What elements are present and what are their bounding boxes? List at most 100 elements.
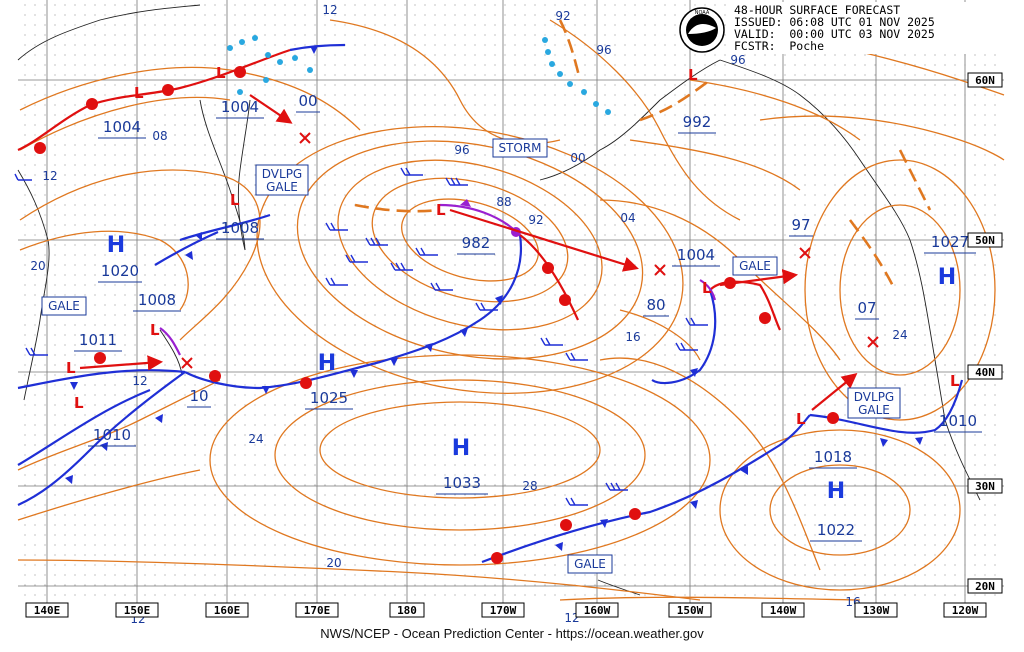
svg-text:96: 96 — [596, 43, 611, 57]
high-letter: H — [318, 351, 336, 376]
low-pressure-label: 1018 — [814, 448, 852, 466]
high-pressure-label: 1033 — [443, 474, 481, 492]
svg-text:24: 24 — [248, 432, 263, 446]
low-pressure-label: 1011 — [79, 331, 117, 349]
svg-text:130W: 130W — [863, 604, 890, 617]
svg-text:NOAA: NOAA — [695, 10, 710, 16]
svg-text:160E: 160E — [214, 604, 241, 617]
svg-text:L: L — [950, 372, 960, 390]
high-letter: H — [938, 265, 956, 290]
svg-text:180: 180 — [397, 604, 417, 617]
header-box — [731, 2, 999, 54]
svg-text:12: 12 — [42, 169, 57, 183]
developing-gale-warning: DVLPG — [262, 167, 302, 181]
forecast-pressure-label: 80 — [646, 296, 665, 314]
svg-text:92: 92 — [528, 213, 543, 227]
svg-text:20N: 20N — [975, 580, 995, 593]
svg-text:L: L — [216, 64, 226, 82]
high-letter: H — [107, 233, 125, 258]
forecast-pressure-label: 97 — [791, 216, 810, 234]
pressure-underlines — [74, 111, 982, 542]
svg-text:08: 08 — [152, 129, 167, 143]
forecast-header: 48-HOUR SURFACE FORECAST ISSUED: 06:08 UT… — [734, 4, 994, 52]
forecast-pressure-label: 10 — [189, 387, 208, 405]
svg-text:160W: 160W — [584, 604, 611, 617]
high-pressure-label: 1020 — [101, 262, 139, 280]
svg-text:170W: 170W — [490, 604, 517, 617]
svg-text:140E: 140E — [34, 604, 61, 617]
low-pressure-label: 992 — [683, 113, 712, 131]
svg-text:150W: 150W — [677, 604, 704, 617]
svg-text:L: L — [796, 410, 806, 428]
svg-text:96: 96 — [454, 143, 469, 157]
high-letter: H — [452, 436, 470, 461]
svg-text:28: 28 — [522, 479, 537, 493]
svg-text:170E: 170E — [304, 604, 331, 617]
svg-text:30N: 30N — [975, 480, 995, 493]
forecast-x-marks — [181, 132, 879, 369]
low-centers: LLL LLL LLL LL — [66, 64, 960, 428]
coastlines — [17, 4, 981, 596]
gale-warning: GALE — [48, 299, 80, 313]
noaa-logo-icon: NOAA — [679, 7, 725, 53]
high-letter: H — [827, 479, 845, 504]
low-pressure-label: 1004 — [221, 98, 259, 116]
svg-text:88: 88 — [496, 195, 511, 209]
high-pressure-label: 1022 — [817, 521, 855, 539]
svg-text:16: 16 — [625, 330, 640, 344]
svg-text:60N: 60N — [975, 74, 995, 87]
cold-front-main — [184, 234, 522, 390]
high-pressure-label: 1025 — [310, 389, 348, 407]
issued-time: ISSUED: 06:08 UTC 01 NOV 2025 — [734, 15, 935, 29]
low-tracks — [79, 94, 858, 411]
forecaster: FCSTR: Poche — [734, 39, 825, 53]
developing-gale-warning: GALE — [858, 403, 890, 417]
svg-text:20: 20 — [30, 259, 45, 273]
low-pressure-label: 1010 — [93, 426, 131, 444]
svg-text:140W: 140W — [770, 604, 797, 617]
low-pressure-label: 1004 — [677, 246, 715, 264]
svg-text:L: L — [688, 66, 698, 84]
pressure-labels: 1020 1025 1033 1022 1027 1004 1004 1008 … — [79, 92, 977, 539]
svg-text:L: L — [702, 279, 712, 297]
svg-text:L: L — [436, 201, 446, 219]
svg-text:04: 04 — [620, 211, 635, 225]
fronts — [17, 19, 964, 564]
svg-text:150E: 150E — [124, 604, 151, 617]
developing-gale-warning: GALE — [266, 180, 298, 194]
latitude-labels: 60N 50N 40N 30N 20N — [967, 72, 1003, 594]
high-pressure-label: 1027 — [931, 233, 969, 251]
footer-credit: NWS/NCEP - Ocean Prediction Center - htt… — [320, 626, 704, 641]
isobar-values: 12 92 96 08 12 96 88 92 00 04 20 16 12 2… — [30, 3, 907, 626]
svg-text:12: 12 — [322, 3, 337, 17]
svg-text:24: 24 — [892, 328, 907, 342]
svg-text:20: 20 — [326, 556, 341, 570]
svg-text:120W: 120W — [952, 604, 979, 617]
svg-text:40N: 40N — [975, 366, 995, 379]
front-symbols — [34, 46, 923, 564]
forecast-pressure-label: 00 — [298, 92, 317, 110]
ocean-background — [18, 0, 1004, 604]
wind-barbs — [14, 167, 708, 506]
low-pressure-label: 1008 — [221, 219, 259, 237]
svg-text:L: L — [66, 359, 76, 377]
low-pressure-label: 982 — [462, 234, 491, 252]
svg-text:L: L — [74, 394, 84, 412]
svg-text:50N: 50N — [975, 234, 995, 247]
svg-text:00: 00 — [570, 151, 585, 165]
storm-warning: STORM — [498, 141, 541, 155]
valid-time: VALID: 00:00 UTC 03 NOV 2025 — [734, 27, 935, 41]
gale-warning: GALE — [574, 557, 606, 571]
warning-labels: STORM DVLPG GALE GALE GALE DVLPG GALE GA… — [41, 138, 901, 574]
low-pressure-label: 1008 — [138, 291, 176, 309]
svg-text:92: 92 — [555, 9, 570, 23]
chart-title: 48-HOUR SURFACE FORECAST — [734, 3, 901, 17]
svg-text:L: L — [150, 321, 160, 339]
ice-edge — [227, 35, 611, 115]
forecast-pressure-label: 07 — [857, 299, 876, 317]
low-pressure-label: 1010 — [939, 412, 977, 430]
longitude-labels: 140E 150E 160E 170E 180 170W 160W 150W 1… — [25, 602, 987, 618]
svg-text:L: L — [134, 84, 144, 102]
svg-text:L: L — [230, 191, 240, 209]
